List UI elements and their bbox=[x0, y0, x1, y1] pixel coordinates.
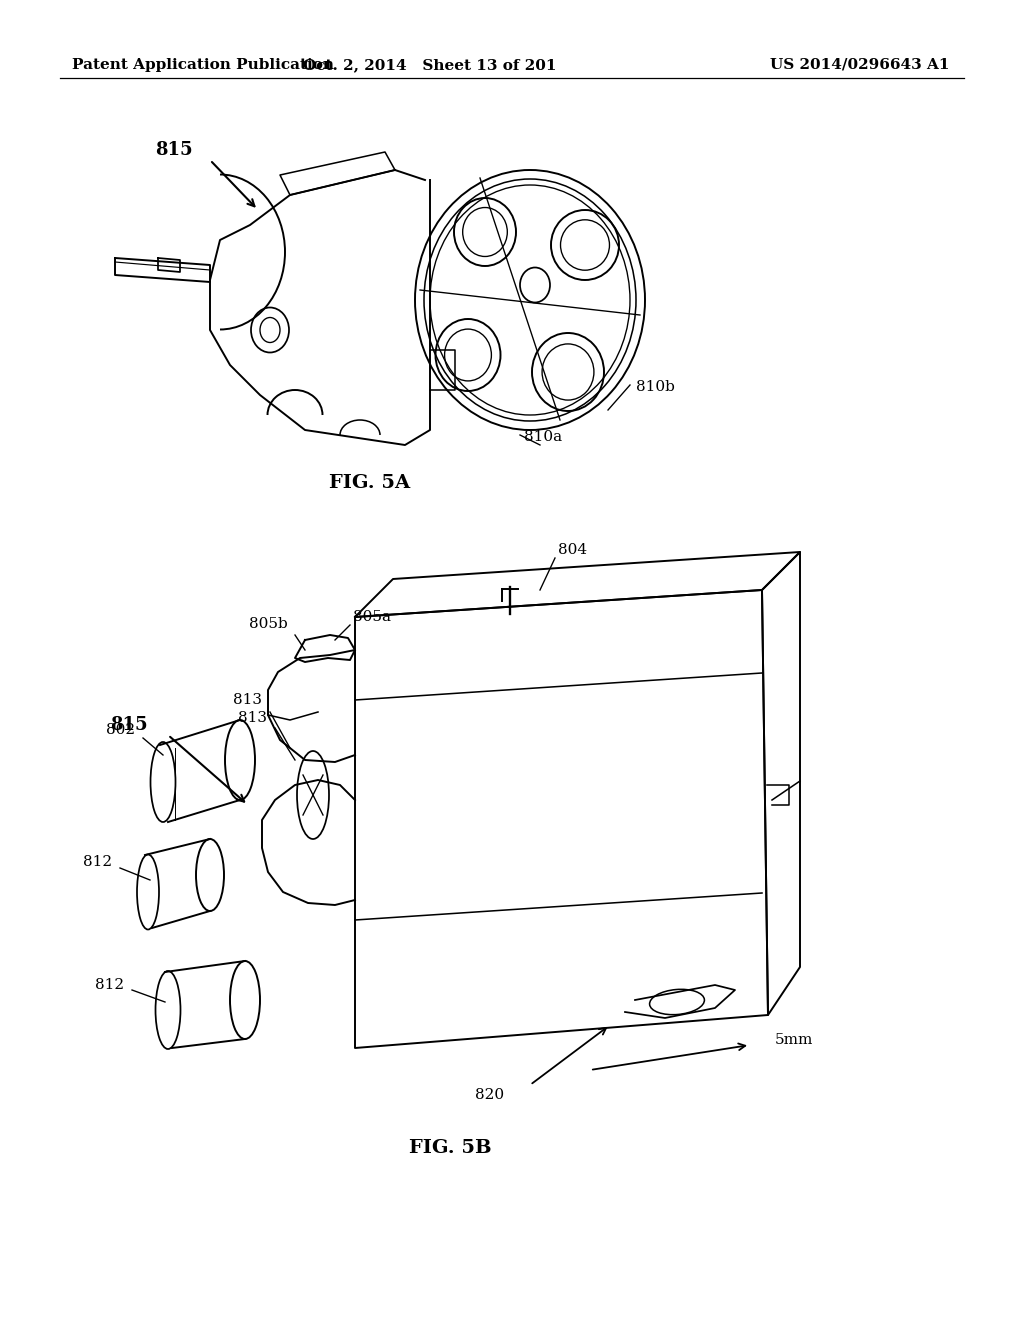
Text: Patent Application Publication: Patent Application Publication bbox=[72, 58, 334, 73]
Text: 815: 815 bbox=[111, 715, 148, 734]
Text: FIG. 5A: FIG. 5A bbox=[330, 474, 411, 492]
Text: 810b: 810b bbox=[636, 380, 675, 393]
Text: 805b: 805b bbox=[249, 616, 288, 631]
Text: 812: 812 bbox=[83, 855, 112, 869]
Text: 5mm: 5mm bbox=[775, 1034, 813, 1047]
Text: Oct. 2, 2014   Sheet 13 of 201: Oct. 2, 2014 Sheet 13 of 201 bbox=[303, 58, 557, 73]
Text: 810a: 810a bbox=[524, 430, 562, 444]
Text: 813: 813 bbox=[233, 693, 262, 708]
Text: 805a: 805a bbox=[353, 610, 391, 624]
Text: 802: 802 bbox=[105, 723, 135, 737]
Text: FIG. 5B: FIG. 5B bbox=[409, 1139, 492, 1158]
Text: 815: 815 bbox=[156, 141, 193, 158]
Text: 804: 804 bbox=[558, 543, 587, 557]
Text: 820: 820 bbox=[475, 1088, 505, 1102]
Text: 813: 813 bbox=[238, 711, 267, 725]
Text: US 2014/0296643 A1: US 2014/0296643 A1 bbox=[770, 58, 950, 73]
Text: 812: 812 bbox=[95, 978, 124, 993]
